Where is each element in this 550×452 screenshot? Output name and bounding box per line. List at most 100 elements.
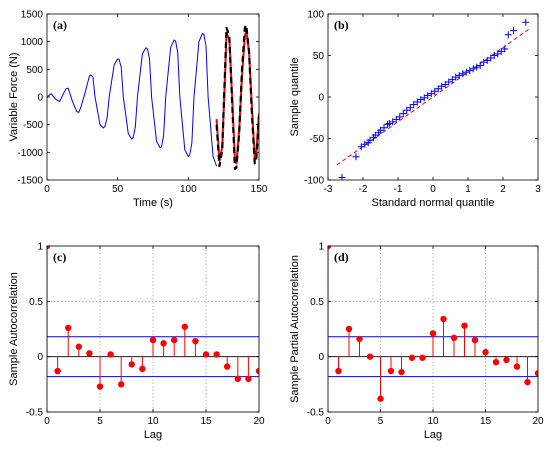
data-point <box>459 70 467 78</box>
data-point <box>455 71 463 79</box>
x-tick-label: 20 <box>532 416 544 427</box>
panel-2: -3 -2 -1 0 1 2 3 -100 -50 0 50 100 (b) Standard norma… <box>289 10 541 210</box>
y-tick-label: -50 <box>310 134 325 145</box>
stem-marker <box>192 337 199 345</box>
data-point <box>406 104 414 112</box>
x-tick-label: -1 <box>394 184 403 195</box>
y-axis-label: Sample Partial Autocorrelation <box>289 255 301 403</box>
stem-marker <box>513 363 521 370</box>
stem-marker <box>335 367 342 375</box>
data-point <box>385 120 393 128</box>
data-point <box>399 110 407 118</box>
y-tick-label: 0 <box>318 352 324 363</box>
axes-box <box>327 245 539 413</box>
stem-marker <box>213 351 220 358</box>
plot-area <box>47 23 259 171</box>
x-axis-label: Lag <box>424 429 442 441</box>
data-point <box>361 140 369 148</box>
panel-1: 0 50 100 150 -1500 -1000 -500 0 500 1000 1500 (a) Ti… <box>8 10 268 210</box>
stem-marker <box>202 351 210 358</box>
y-tick-label: 0 <box>318 93 324 104</box>
x-tick-label: 0 <box>44 184 50 195</box>
data-point <box>384 120 391 128</box>
panel-label: (b) <box>334 18 349 32</box>
stem-marker <box>96 383 104 390</box>
x-tick-label: -3 <box>324 184 333 195</box>
y-tick-label: -100 <box>304 176 324 187</box>
x-axis-label: Lag <box>144 429 162 441</box>
x-tick-label: 15 <box>480 416 492 427</box>
stem-marker <box>149 336 157 344</box>
stem-marker <box>128 361 135 368</box>
stem-marker <box>440 315 447 323</box>
stem-marker <box>139 365 146 373</box>
x-tick-label: 20 <box>253 416 265 427</box>
stem-marker <box>471 336 479 344</box>
x-tick-label: 1 <box>465 184 471 195</box>
stem-marker <box>234 375 241 382</box>
x-axis-label: Standard normal quantile <box>372 197 495 209</box>
data-point <box>510 27 517 35</box>
y-tick-label: -0.5 <box>26 408 44 419</box>
data-point <box>473 63 481 71</box>
data-point <box>504 31 512 39</box>
stem-marker <box>408 354 416 361</box>
data-point <box>480 58 488 66</box>
x-tick-label: 50 <box>112 184 124 195</box>
x-axis-label: Time (s) <box>133 197 173 209</box>
stem-marker <box>75 343 83 350</box>
axes-box <box>46 13 260 181</box>
y-tick-label: 1 <box>318 242 324 253</box>
stem-marker <box>482 349 489 356</box>
y-tick-label: 1500 <box>21 10 44 21</box>
x-tick-label: 150 <box>251 184 268 195</box>
stem-marker <box>47 246 51 250</box>
y-tick-label: -1500 <box>17 176 43 187</box>
data-point <box>476 61 484 69</box>
x-tick-label: 10 <box>427 416 439 427</box>
x-tick-label: 5 <box>97 416 103 427</box>
data-point <box>396 113 404 121</box>
reference-line <box>336 28 530 166</box>
y-tick-label: -500 <box>23 120 43 131</box>
y-tick-label: 0 <box>37 93 43 104</box>
stem-marker <box>356 335 363 343</box>
x-tick-label: 3 <box>535 184 541 195</box>
stem-marker <box>181 323 188 330</box>
stem-marker <box>160 340 167 347</box>
y-tick-label: 0.5 <box>310 297 324 308</box>
stem-marker <box>65 324 72 332</box>
stem-marker <box>419 354 426 361</box>
plot-area <box>328 246 538 402</box>
data-point <box>522 18 530 26</box>
stem-marker <box>54 367 61 375</box>
stem-marker <box>429 330 437 337</box>
stem-marker <box>171 336 178 344</box>
x-tick-label: 100 <box>180 184 197 195</box>
stem-marker <box>461 322 468 329</box>
x-tick-label: 15 <box>200 416 212 427</box>
y-axis-label: Variable Force (N) <box>8 52 20 141</box>
stem-marker <box>328 246 332 250</box>
y-tick-label: 500 <box>26 65 43 76</box>
stem-marker <box>524 378 531 386</box>
panel-label: (a) <box>53 18 67 32</box>
axes-box <box>327 13 539 181</box>
data-point <box>501 45 509 53</box>
stem-marker <box>118 381 125 388</box>
panel-label: (d) <box>334 250 349 264</box>
stem-marker <box>255 367 259 375</box>
stem-marker <box>366 353 374 360</box>
stem-marker <box>450 334 458 342</box>
data-point <box>438 82 446 90</box>
y-tick-label: 50 <box>313 51 325 62</box>
stem-marker <box>224 363 231 370</box>
y-tick-label: 0.5 <box>29 297 43 308</box>
y-axis-label: Sample Autocorrelation <box>8 272 20 386</box>
data-point <box>469 65 477 73</box>
y-tick-label: 100 <box>307 10 324 21</box>
stem-marker <box>492 359 500 366</box>
stem-marker <box>387 367 395 375</box>
